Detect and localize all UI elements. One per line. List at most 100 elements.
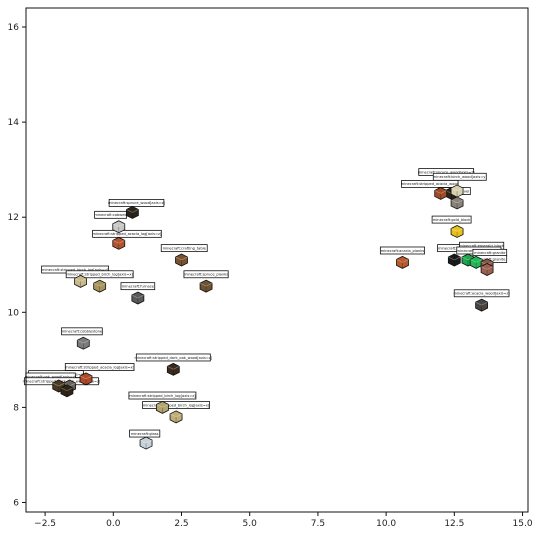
point-marker-edge [169, 413, 183, 418]
point-label: minecraft:cobblestone [61, 327, 103, 336]
x-tick-label: 0.0 [106, 519, 121, 529]
point-label-text: minecraft:stripped_birch_log[axis=x] [143, 403, 210, 407]
point-marker-edge [450, 199, 464, 204]
point-marker-body [166, 362, 180, 376]
point-label-box [108, 199, 165, 207]
point-marker [480, 263, 494, 276]
point-label-text: minecraft:spruce_wood[axis=z] [418, 170, 475, 174]
point-label-text: minecraft:acacia_planks [381, 249, 425, 253]
point-marker-body [60, 384, 74, 398]
point-label: minecraft:spruce_planks [183, 270, 229, 279]
point-label-text: minecraft:stripped_dark_oak_wood[axis=z] [134, 356, 212, 360]
point-marker-edge [126, 209, 139, 213]
point-label-box [432, 172, 487, 181]
point-marker-body [112, 220, 126, 234]
point-marker [74, 274, 87, 288]
point-label: minecraft:stripped_acacia_log[axis=z] [92, 229, 162, 238]
point-marker-edge [79, 375, 93, 380]
point-marker-body [480, 263, 494, 276]
point-label-text: minecraft:stripped_acacia_wood [401, 182, 459, 186]
point-marker-edge [448, 256, 461, 261]
point-marker-edge [450, 228, 464, 232]
point-marker-body [450, 196, 464, 210]
point-marker [60, 384, 74, 398]
y-axis: 6 8 10 12 14 16 [8, 23, 26, 508]
point-marker-edge [175, 256, 188, 261]
x-tick-label: 2.5 [174, 519, 188, 529]
point-label-text: minecraft:stripped_birch_log[axis=z] [129, 394, 196, 398]
point-label-text: minecraft:stripped_acacia_log[axis=z] [93, 232, 162, 236]
point-marker [112, 220, 126, 234]
point-marker [126, 206, 139, 219]
point-marker-body [139, 436, 153, 450]
point-label-text: minecraft:gold_block [433, 218, 471, 222]
point-label-text: minecraft:stripped_acacia_log[axis=x] [65, 365, 135, 369]
point-label: minecraft:stripped_birch_log[axis=z] [128, 391, 197, 400]
point-label-text: minecraft:acacia_wood[axis=z] [453, 292, 510, 296]
x-tick-label: 12.5 [444, 519, 464, 529]
point-marker-edge [156, 404, 169, 408]
point-label-text: minecraft:spruce_wood[axis=z] [108, 201, 165, 205]
point-marker [93, 279, 107, 293]
point-label: minecraft:stripped_acacia_wood [401, 180, 459, 188]
point-marker-edge [60, 387, 74, 392]
point-marker [76, 336, 90, 350]
point-label-box [160, 244, 208, 253]
point-marker-body [131, 291, 145, 305]
point-marker [475, 298, 489, 312]
point-marker [447, 253, 461, 267]
point-marker [450, 196, 464, 210]
point-marker-edge [139, 439, 153, 444]
point-marker-edge [396, 259, 409, 263]
point-label-box [128, 391, 197, 400]
y-tick-label: 14 [8, 118, 20, 128]
point-label-box [142, 401, 210, 409]
point-marker [169, 410, 183, 424]
point-label-box [64, 363, 135, 371]
point-label: minecraft:cobweb [94, 210, 127, 219]
point-marker [79, 372, 93, 386]
point-label-box [129, 429, 161, 438]
point-label-box [92, 229, 162, 238]
point-marker-body [76, 336, 90, 350]
point-label: minecraft:stripped_dark_oak_wood[axis=z] [134, 353, 213, 362]
point-marker [199, 279, 213, 293]
point-marker-edge [470, 259, 483, 263]
point-label-text: minecraft:granite [474, 251, 506, 255]
point-marker [166, 362, 180, 376]
x-tick-label: 15.0 [513, 519, 533, 529]
point-marker-body [93, 279, 107, 293]
point-marker-body [396, 255, 409, 269]
point-marker-body [469, 255, 483, 269]
point-marker-body [475, 298, 489, 312]
point-marker-edge [475, 301, 488, 306]
point-label-box [65, 270, 134, 279]
point-marker-body [79, 372, 93, 386]
y-tick-label: 10 [8, 308, 20, 318]
point-label: minecraft:glass [129, 429, 161, 438]
point-marker-edge [74, 278, 87, 282]
data-points [52, 184, 494, 450]
point-label-box [120, 282, 156, 291]
point-label: minecraft:birch_wood[axis=y] [432, 172, 487, 181]
point-marker [156, 400, 169, 414]
point-label: minecraft:furnace [120, 282, 156, 291]
point-marker [450, 225, 464, 238]
point-marker-body [169, 410, 183, 424]
point-marker-body [199, 279, 213, 293]
point-label-text: minecraft:glass [131, 432, 159, 436]
point-marker-edge [450, 187, 464, 192]
y-tick-label: 12 [8, 213, 19, 223]
point-label: minecraft:spruce_wood[axis=z] [108, 199, 166, 207]
point-marker-edge [93, 282, 106, 287]
point-label-text: minecraft:emerald_block [459, 244, 505, 248]
point-label-box [379, 246, 426, 255]
point-marker [469, 255, 483, 269]
y-tick-label: 6 [13, 498, 19, 508]
point-label-text: minecraft:stripped_birch_log[axis=z] [42, 268, 109, 272]
point-label: minecraft:stripped_birch_log[axis=x] [142, 401, 210, 409]
point-label: minecraft:acacia_planks [379, 246, 426, 255]
point-label-box [61, 327, 103, 336]
point-marker [131, 291, 145, 305]
y-tick-label: 16 [8, 23, 20, 33]
